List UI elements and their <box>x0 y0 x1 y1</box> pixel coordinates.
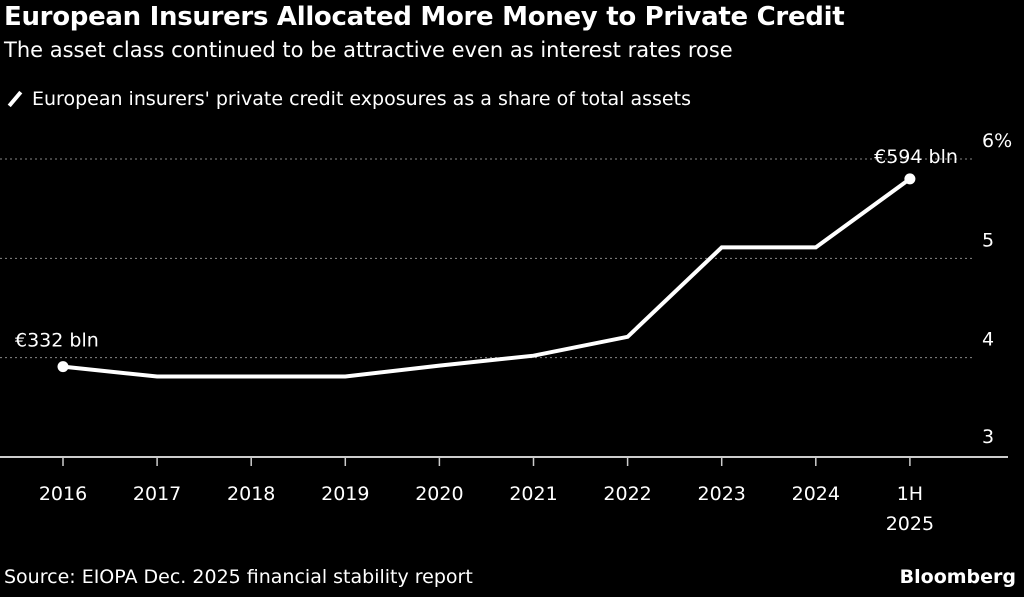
x-tick-label: 2016 <box>39 483 87 505</box>
x-tick-label: 2019 <box>321 483 369 505</box>
x-tick-label: 2017 <box>133 483 181 505</box>
x-tick-label: 2021 <box>509 483 557 505</box>
series-line <box>62 177 912 379</box>
x-tick-label: 2025 <box>886 513 934 535</box>
x-tick-label: 2020 <box>415 483 463 505</box>
y-tick-label: 6% <box>982 130 1012 152</box>
data-point <box>904 173 916 185</box>
x-tick-label: 2018 <box>227 483 275 505</box>
y-tick-label: 3 <box>982 426 994 448</box>
source-note: Source: EIOPA Dec. 2025 financial stabil… <box>4 566 473 588</box>
x-tick-label: 2022 <box>603 483 651 505</box>
x-tick-label: 2024 <box>792 483 840 505</box>
line-chart: 3 4 5 6% 2016 2017 2018 2019 2020 2021 2022 2023 202… <box>0 130 1012 535</box>
y-tick-label: 5 <box>982 229 994 251</box>
x-tick-label: 2023 <box>698 483 746 505</box>
x-tick-label: 1H <box>897 483 923 505</box>
y-tick-label: 4 <box>982 329 994 351</box>
legend: European insurers' private credit exposu… <box>6 88 691 110</box>
legend-label: European insurers' private credit exposu… <box>32 88 691 110</box>
data-point <box>57 361 69 373</box>
bloomberg-logo: Bloomberg <box>899 566 1016 588</box>
data-annotation: €332 bln <box>15 330 99 352</box>
chart-subtitle: The asset class continued to be attracti… <box>4 38 733 62</box>
chart-title: European Insurers Allocated More Money t… <box>4 2 845 32</box>
data-annotation: €594 bln <box>874 146 958 168</box>
